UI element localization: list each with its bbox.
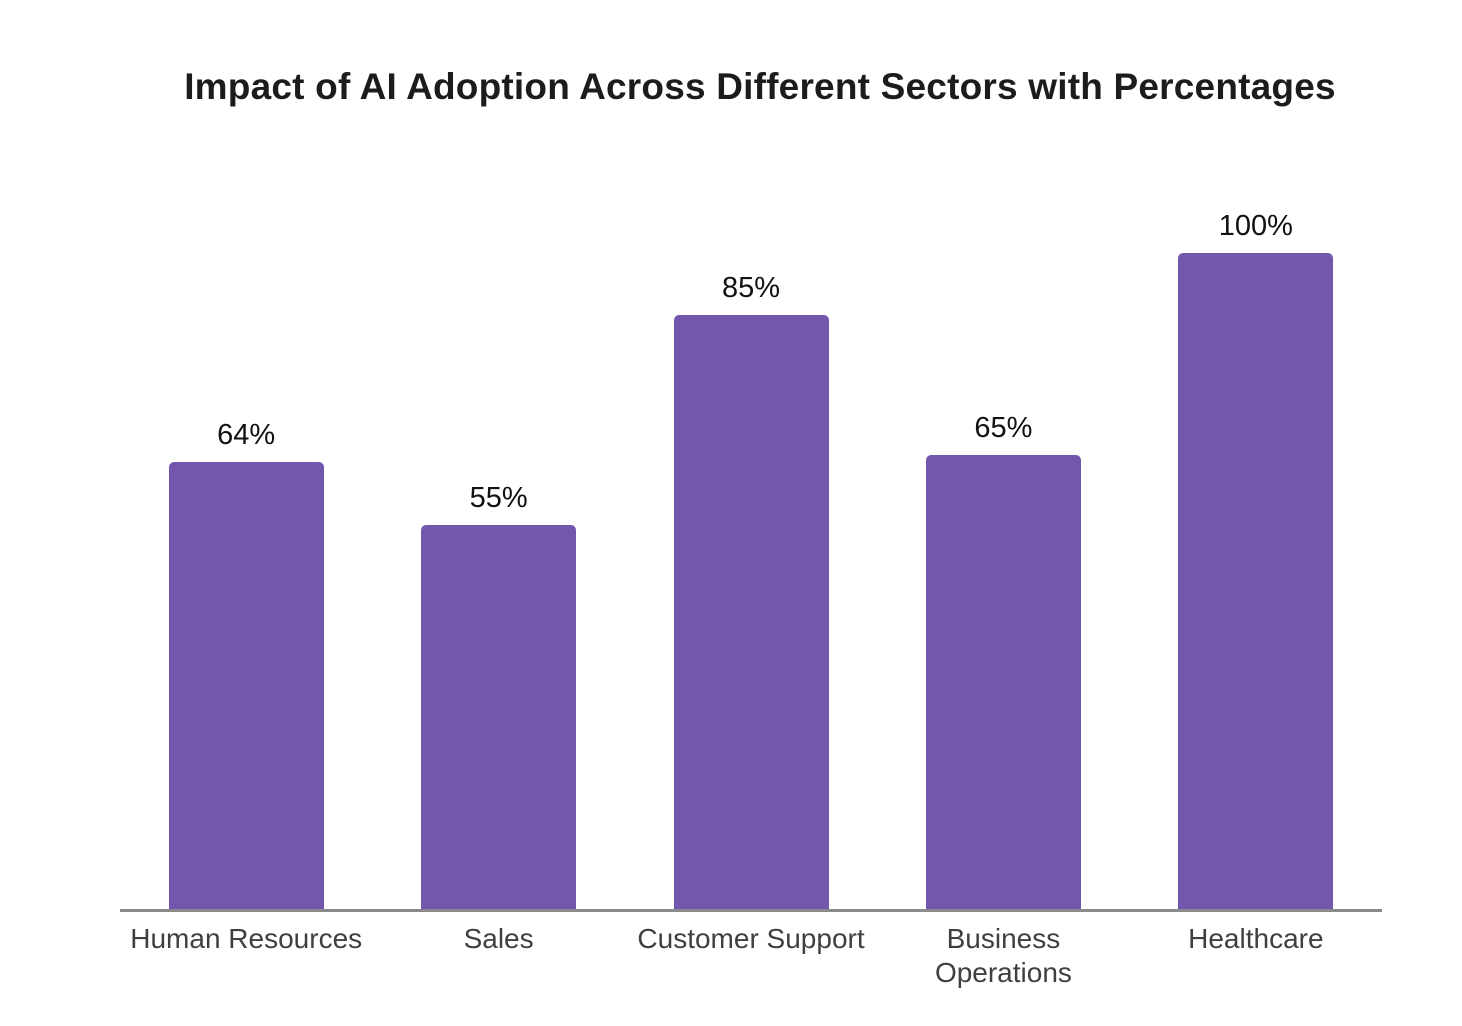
category-label: Human Resources <box>130 923 363 954</box>
category-label: Customer Support <box>637 923 865 954</box>
bar <box>421 525 577 910</box>
category-label: Healthcare <box>1188 923 1324 954</box>
bar <box>1178 253 1334 910</box>
category-label: Sales <box>463 923 534 954</box>
category-label: Business Operations <box>934 923 1072 988</box>
bar-value-label: 85% <box>721 272 781 304</box>
bar-slot: 65% <box>877 210 1129 910</box>
bar-value-label: 100% <box>1218 210 1293 242</box>
category-slot: Business Operations <box>877 922 1129 990</box>
category-slot: Sales <box>372 922 624 990</box>
plot-area: 64% 55% 85% 65% 100% <box>120 210 1382 910</box>
bar <box>925 455 1081 910</box>
category-slot: Healthcare <box>1130 922 1382 990</box>
x-axis-line <box>120 909 1382 912</box>
bar-slot: 85% <box>625 210 877 910</box>
bar <box>168 462 324 910</box>
bar-slot: 55% <box>372 210 624 910</box>
bar <box>673 315 829 910</box>
bar-slot: 100% <box>1130 210 1382 910</box>
bar-value-label: 65% <box>974 412 1033 444</box>
bar-value-label: 64% <box>217 419 276 451</box>
category-slot: Human Resources <box>120 922 372 990</box>
bar-slot: 64% <box>120 210 372 910</box>
x-axis-labels: Human Resources Sales Customer Support Busi… <box>120 922 1382 990</box>
bar-value-label: 55% <box>469 482 528 514</box>
category-slot: Customer Support <box>625 922 877 990</box>
chart-title: Impact of AI Adoption Across Different S… <box>184 66 1336 107</box>
